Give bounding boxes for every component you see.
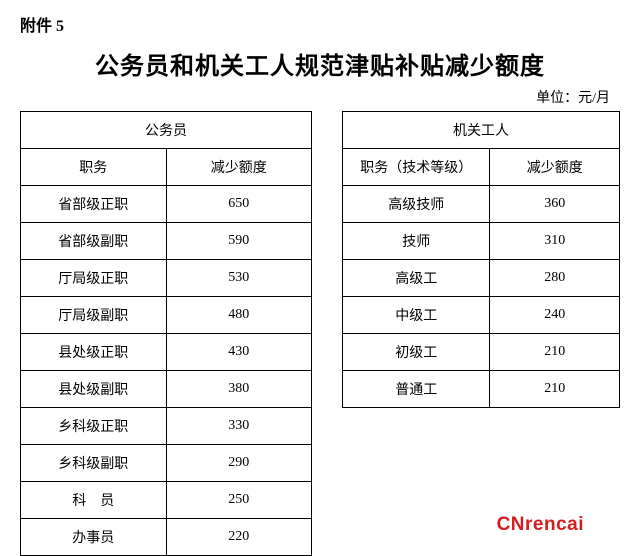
- table-row: 厅局级副职480: [21, 297, 312, 334]
- page-title: 公务员和机关工人规范津贴补贴减少额度: [20, 46, 620, 81]
- cell: 530: [166, 260, 311, 297]
- cell: 210: [490, 334, 620, 371]
- right-table-header: 机关工人: [343, 112, 620, 149]
- table-row: 省部级正职650: [21, 186, 312, 223]
- table-row: 省部级副职590: [21, 223, 312, 260]
- left-col-header-2: 减少额度: [166, 149, 311, 186]
- table-row: 厅局级正职530: [21, 260, 312, 297]
- cell: 280: [490, 260, 620, 297]
- table-row: 科 员250: [21, 482, 312, 519]
- table-row: 高级技师360: [343, 186, 620, 223]
- table-row: 普通工210: [343, 371, 620, 408]
- table-row: 乡科级正职330: [21, 408, 312, 445]
- cell: 省部级副职: [21, 223, 167, 260]
- watermark: CNrencai: [497, 514, 584, 536]
- cell: 厅局级正职: [21, 260, 167, 297]
- cell: 中级工: [343, 297, 490, 334]
- cell: 乡科级副职: [21, 445, 167, 482]
- cell: 高级技师: [343, 186, 490, 223]
- cell: 310: [490, 223, 620, 260]
- cell: 250: [166, 482, 311, 519]
- right-col-header-1: 职务（技术等级）: [343, 149, 490, 186]
- cell: 技师: [343, 223, 490, 260]
- cell: 480: [166, 297, 311, 334]
- table-row: 技师310: [343, 223, 620, 260]
- cell: 普通工: [343, 371, 490, 408]
- cell: 科 员: [21, 482, 167, 519]
- cell: 330: [166, 408, 311, 445]
- tables-container: 公务员 职务 减少额度 省部级正职650 省部级副职590 厅局级正职530 厅…: [20, 111, 620, 556]
- table-row: 初级工210: [343, 334, 620, 371]
- table-row: 县处级正职430: [21, 334, 312, 371]
- cell: 县处级正职: [21, 334, 167, 371]
- cell: 360: [490, 186, 620, 223]
- cell: 290: [166, 445, 311, 482]
- table-row: 中级工240: [343, 297, 620, 334]
- cell: 厅局级副职: [21, 297, 167, 334]
- table-row: 县处级副职380: [21, 371, 312, 408]
- table-row: 高级工280: [343, 260, 620, 297]
- right-table: 机关工人 职务（技术等级） 减少额度 高级技师360 技师310 高级工280 …: [342, 111, 620, 408]
- cell: 210: [490, 371, 620, 408]
- cell: 240: [490, 297, 620, 334]
- attachment-label: 附件 5: [20, 12, 620, 36]
- right-col-header-2: 减少额度: [490, 149, 620, 186]
- unit-label: 单位：元/月: [20, 87, 620, 107]
- cell: 380: [166, 371, 311, 408]
- left-table: 公务员 职务 减少额度 省部级正职650 省部级副职590 厅局级正职530 厅…: [20, 111, 312, 556]
- cell: 高级工: [343, 260, 490, 297]
- left-col-header-1: 职务: [21, 149, 167, 186]
- cell: 初级工: [343, 334, 490, 371]
- cell: 650: [166, 186, 311, 223]
- cell: 省部级正职: [21, 186, 167, 223]
- left-table-header: 公务员: [21, 112, 312, 149]
- cell: 430: [166, 334, 311, 371]
- cell: 590: [166, 223, 311, 260]
- cell: 乡科级正职: [21, 408, 167, 445]
- table-row: 乡科级副职290: [21, 445, 312, 482]
- cell: 县处级副职: [21, 371, 167, 408]
